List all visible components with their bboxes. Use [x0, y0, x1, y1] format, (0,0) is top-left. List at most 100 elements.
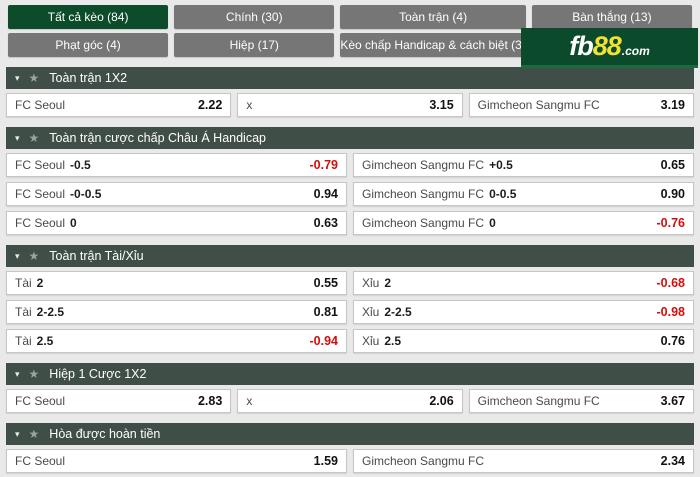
- market-filter-tab[interactable]: Hiệp (17): [174, 33, 335, 57]
- section-header[interactable]: ▾ ★ Toàn trận Tài/Xỉu: [6, 245, 694, 267]
- collapse-caret-icon: ▾: [15, 132, 20, 143]
- selection-label: Gimcheon Sangmu FC: [362, 187, 485, 201]
- odds-cell[interactable]: FC Seoul -0.5 -0.79: [6, 153, 347, 177]
- handicap-line: 2.5: [36, 334, 54, 348]
- odds-value: 1.59: [313, 454, 338, 468]
- odds-value: 0.55: [313, 276, 338, 290]
- collapse-caret-icon: ▾: [15, 428, 20, 439]
- selection-label: Tài: [15, 276, 32, 290]
- odds-cell[interactable]: Tài 2.5 -0.94: [6, 329, 347, 353]
- selection-label: x: [246, 98, 253, 112]
- selection-label: FC Seoul: [15, 187, 66, 201]
- handicap-line: 2.5: [384, 334, 402, 348]
- odds-rows: FC Seoul 2.22 x 3.15 Gimcheon Sangmu FC …: [6, 93, 694, 117]
- favorite-star-icon[interactable]: ★: [28, 249, 40, 263]
- selection-label: FC Seoul: [15, 98, 66, 112]
- odds-cell[interactable]: FC Seoul 2.22: [6, 93, 232, 117]
- favorite-star-icon[interactable]: ★: [28, 131, 40, 145]
- odds-value: -0.79: [309, 158, 339, 172]
- odds-rows: Tài 2 0.55 Xỉu 2 -0.68 Tài 2-2.5 0.81 Xỉ…: [6, 271, 694, 353]
- odds-value: 0.63: [313, 216, 338, 230]
- odds-value: 3.15: [429, 98, 454, 112]
- odds-section: ▾ ★ Toàn trận cược chấp Châu Á Handicap …: [6, 127, 694, 235]
- odds-value: 2.34: [660, 454, 685, 468]
- market-filter-tab[interactable]: Tất cả kèo (84): [8, 5, 169, 29]
- odds-cell[interactable]: FC Seoul 2.83: [6, 389, 232, 413]
- section-header[interactable]: ▾ ★ Toàn trận cược chấp Châu Á Handicap: [6, 127, 694, 149]
- section-header[interactable]: ▾ ★ Hiệp 1 Cược 1X2: [6, 363, 694, 385]
- fb88-logo[interactable]: fb 88 .com: [521, 28, 698, 68]
- odds-cell[interactable]: x 2.06: [237, 389, 463, 413]
- odds-value: -0.76: [656, 216, 686, 230]
- handicap-line: -0.5: [70, 158, 91, 172]
- odds-cell[interactable]: Gimcheon Sangmu FC 3.19: [468, 93, 694, 117]
- market-filter-tab[interactable]: Chính (30): [174, 5, 335, 29]
- section-title: Hiệp 1 Cược 1X2: [49, 367, 147, 381]
- handicap-line: 0-0.5: [489, 187, 517, 201]
- handicap-line: 0: [70, 216, 77, 230]
- selection-label: x: [246, 394, 253, 408]
- handicap-line: 2: [36, 276, 44, 290]
- odds-cell[interactable]: FC Seoul -0-0.5 0.94: [6, 182, 347, 206]
- handicap-line: -0-0.5: [70, 187, 102, 201]
- section-title: Toàn trận Tài/Xỉu: [49, 249, 144, 263]
- collapse-caret-icon: ▾: [15, 250, 20, 261]
- odds-cell[interactable]: Gimcheon Sangmu FC 3.67: [468, 389, 694, 413]
- odds-value: 3.19: [660, 98, 685, 112]
- odds-rows: FC Seoul 1.59 Gimcheon Sangmu FC 2.34: [6, 449, 694, 473]
- selection-label: Xỉu: [362, 334, 380, 348]
- odds-cell[interactable]: Tài 2-2.5 0.81: [6, 300, 347, 324]
- odds-cell[interactable]: FC Seoul 1.59: [6, 449, 347, 473]
- odds-cell[interactable]: FC Seoul 0 0.63: [6, 211, 347, 235]
- odds-cell[interactable]: Tài 2 0.55: [6, 271, 347, 295]
- selection-label: Tài: [15, 305, 32, 319]
- market-filter-tab[interactable]: Phạt góc (4): [8, 33, 169, 57]
- section-title: Toàn trận 1X2: [49, 71, 128, 85]
- odds-value: 0.76: [660, 334, 685, 348]
- market-filter-tab[interactable]: Bàn thắng (13): [531, 5, 692, 29]
- odds-value: 2.22: [197, 98, 223, 112]
- logo-text-com: .com: [621, 44, 650, 58]
- odds-cell[interactable]: x 3.15: [237, 93, 463, 117]
- odds-value: -0.94: [309, 334, 339, 348]
- odds-value: 0.65: [660, 158, 685, 172]
- selection-label: FC Seoul: [15, 216, 66, 230]
- odds-value: 3.67: [660, 394, 685, 408]
- odds-value: 0.81: [313, 305, 338, 319]
- selection-label: FC Seoul: [15, 454, 66, 468]
- logo-text-fb: fb: [569, 31, 594, 61]
- odds-value: 0.90: [660, 187, 685, 201]
- odds-value: -0.98: [656, 305, 686, 319]
- selection-label: Gimcheon Sangmu FC: [477, 98, 600, 112]
- odds-value: -0.68: [656, 276, 686, 290]
- odds-rows: FC Seoul -0.5 -0.79 Gimcheon Sangmu FC +…: [6, 153, 694, 235]
- section-header[interactable]: ▾ ★ Toàn trận 1X2: [6, 67, 694, 89]
- odds-cell[interactable]: Gimcheon Sangmu FC 0 -0.76: [353, 211, 694, 235]
- selection-label: Gimcheon Sangmu FC: [362, 158, 485, 172]
- odds-cell[interactable]: Xỉu 2 -0.68: [353, 271, 694, 295]
- odds-cell[interactable]: Gimcheon Sangmu FC 0-0.5 0.90: [353, 182, 694, 206]
- selection-label: Tài: [15, 334, 32, 348]
- selection-label: Gimcheon Sangmu FC: [362, 216, 485, 230]
- odds-section: ▾ ★ Toàn trận Tài/Xỉu Tài 2 0.55 Xỉu 2 -…: [6, 245, 694, 353]
- section-header[interactable]: ▾ ★ Hòa được hoàn tiền: [6, 423, 694, 445]
- handicap-line: +0.5: [489, 158, 513, 172]
- handicap-line: 2-2.5: [36, 305, 65, 319]
- odds-cell[interactable]: Xỉu 2.5 0.76: [353, 329, 694, 353]
- section-title: Toàn trận cược chấp Châu Á Handicap: [49, 131, 266, 145]
- favorite-star-icon[interactable]: ★: [28, 427, 40, 441]
- market-filter-tab[interactable]: Toàn trận (4): [340, 5, 526, 29]
- market-filter-tabs: Tất cả kèo (84) Chính (30) Toàn trận (4) Bà…: [8, 5, 692, 57]
- market-filter-tab[interactable]: Kèo chấp Handicap & cách biệt (3): [340, 33, 526, 57]
- odds-cell[interactable]: Gimcheon Sangmu FC +0.5 0.65: [353, 153, 694, 177]
- odds-cell[interactable]: Xỉu 2-2.5 -0.98: [353, 300, 694, 324]
- odds-cell[interactable]: Gimcheon Sangmu FC 2.34: [353, 449, 694, 473]
- selection-label: FC Seoul: [15, 394, 66, 408]
- handicap-line: 0: [489, 216, 496, 230]
- favorite-star-icon[interactable]: ★: [28, 367, 40, 381]
- odds-section: ▾ ★ Toàn trận 1X2 FC Seoul 2.22 x 3.15 G…: [6, 67, 694, 117]
- odds-value: 2.83: [197, 394, 223, 408]
- odds-value: 2.06: [429, 394, 454, 408]
- favorite-star-icon[interactable]: ★: [28, 71, 40, 85]
